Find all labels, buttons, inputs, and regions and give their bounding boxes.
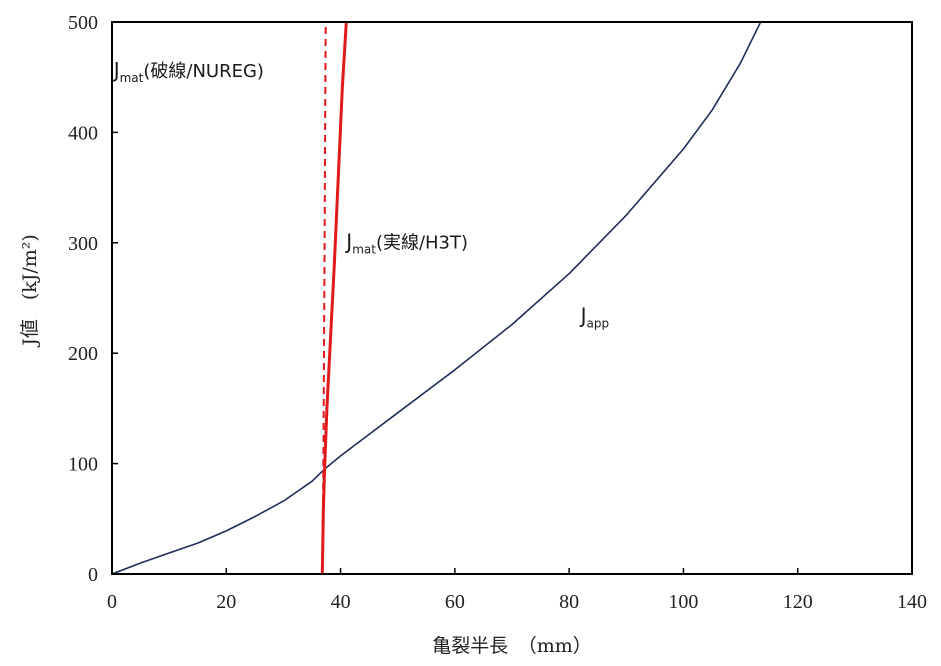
annotation-app: Japp <box>579 303 610 330</box>
y-tick-label: 500 <box>68 12 98 34</box>
annotation-nureg: Jmat(破線/NUREG) <box>112 58 264 85</box>
y-tick-label: 300 <box>68 233 98 255</box>
series-line-jmat-h3t <box>320 22 348 574</box>
x-tick-label: 60 <box>445 591 465 613</box>
series-line-japp <box>112 22 762 574</box>
y-tick-label: 0 <box>88 564 98 586</box>
plot-frame <box>111 21 913 575</box>
series-line-jmat-nureg <box>321 22 327 574</box>
x-tick-label: 80 <box>559 591 579 613</box>
x-tick-label: 100 <box>668 591 698 613</box>
annotation-layer: Jmat(破線/NUREG) Jmat(実線/H3T) Japp <box>112 58 609 330</box>
y-tick-label: 100 <box>68 454 98 476</box>
x-tick-label: 40 <box>331 591 351 613</box>
x-tick-label: 20 <box>216 591 236 613</box>
annotation-h3t: Jmat(実線/H3T) <box>344 229 468 256</box>
x-tick-label: 120 <box>783 591 813 613</box>
x-tick-label: 140 <box>897 591 927 613</box>
series-layer <box>112 22 762 574</box>
y-axis-title: J値 (kJ/m²) <box>19 234 41 348</box>
tick-layer: 0 20 40 60 80 100 120 140 0 100 200 300 400 500 <box>68 12 927 613</box>
y-tick-label: 200 <box>68 343 98 365</box>
x-axis-title: 亀裂半長 （mm） <box>432 635 592 657</box>
y-tick-label: 400 <box>68 122 98 144</box>
x-tick-label: 0 <box>107 591 117 613</box>
